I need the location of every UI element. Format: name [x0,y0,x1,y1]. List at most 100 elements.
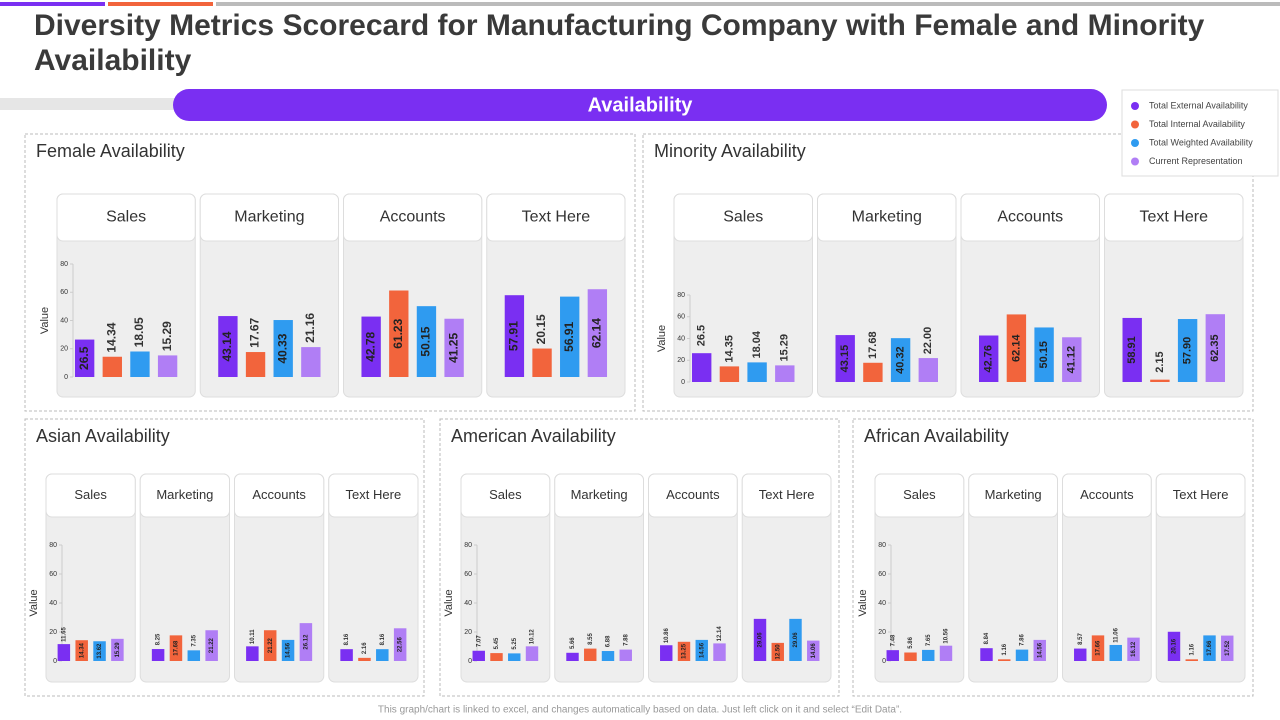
y-tick-label: 80 [878,542,886,549]
y-tick-label: 60 [677,314,685,321]
bar [361,316,381,377]
category-header [554,473,644,518]
banner [173,89,1107,121]
value-label: 20.15 [534,314,548,344]
bar [660,645,673,661]
value-label: 29.06 [793,632,799,648]
bar [922,649,935,661]
category-header [960,193,1100,242]
value-label: 26.5 [696,325,708,346]
value-label: 40.32 [895,346,907,374]
value-label: 21.22 [209,637,215,653]
bar [57,644,71,661]
bar [205,630,218,661]
value-label: 7.65 [926,634,932,646]
bar [504,295,525,377]
bar [890,338,911,382]
panel [24,133,636,412]
category-label: Sales [723,209,763,226]
y-tick-label: 40 [49,600,57,607]
category-label: Accounts [666,487,720,502]
legend-swatch [1131,102,1139,110]
category-label: Text Here [759,487,815,502]
category-label: Marketing [571,487,628,502]
category-label: Marketing [234,209,304,226]
y-tick-label: 40 [464,600,472,607]
bar [151,649,165,661]
category-label: Marketing [156,487,213,502]
value-label: 11.06 [1113,627,1119,642]
bar [692,353,712,382]
value-label: 10.11 [250,629,256,644]
value-label: 62.35 [1209,334,1221,362]
panel-title: Asian Availability [36,426,170,446]
y-tick-label: 60 [464,571,472,578]
value-label: 22.00 [922,327,934,355]
bar [393,628,407,661]
value-label: 10.56 [944,628,950,644]
bar [863,362,883,382]
value-label: 42.76 [983,345,995,373]
value-label: 42.78 [363,331,377,361]
y-tick-label: 20 [677,357,685,364]
category-label: Text Here [346,487,402,502]
category-label: Marketing [985,487,1042,502]
bar [601,651,615,661]
value-label: 5.66 [570,637,576,649]
bar [904,652,917,661]
value-label: 8.25 [156,633,162,645]
value-label: 8.55 [588,633,594,645]
category-label: Sales [903,487,936,502]
panel-title: Minority Availability [654,141,806,161]
bar [566,652,579,661]
y-tick-label: 60 [60,289,68,296]
value-label: 2.16 [362,642,368,654]
value-label: 57.91 [507,321,521,351]
bar [130,351,150,377]
bar [472,650,485,661]
bar [980,648,993,661]
value-label: 14.06 [811,643,817,659]
y-tick-label: 0 [468,658,472,665]
category-header [1155,473,1246,518]
legend-box [1121,89,1279,177]
bar [376,649,389,661]
value-label: 18.04 [751,330,763,358]
y-tick-label: 40 [677,335,685,342]
y-tick-label: 40 [60,317,68,324]
bar [835,335,855,382]
value-label: 7.88 [623,633,629,645]
value-label: 14.56 [286,642,292,658]
value-label: 5.25 [512,637,518,649]
value-label: 40.33 [275,333,289,363]
value-label: 6.88 [606,635,612,647]
bar [771,642,784,661]
bar [1205,314,1225,382]
bar [444,318,464,377]
panel [24,418,425,697]
bar [74,339,95,377]
y-axis-label: Value [857,589,869,616]
y-axis-label: Value [39,307,51,334]
panel [439,418,840,697]
bar [187,650,201,661]
bar [939,645,953,661]
value-label: 14.56 [699,642,705,658]
category-label: Text Here [1140,209,1209,226]
top-strip [216,2,1280,6]
bar [1221,635,1234,661]
value-label: 61.23 [391,318,405,348]
legend-label: Total External Availability [1149,100,1248,110]
category-header [45,473,136,518]
value-label: 17.52 [1225,640,1231,656]
value-label: 29.06 [758,632,764,648]
y-tick-label: 20 [60,346,68,353]
value-label: 41.12 [1066,346,1078,374]
category-label: Accounts [1080,487,1134,502]
panel-title: Female Availability [36,141,185,161]
value-label: 7.07 [476,635,482,647]
bar [340,649,353,661]
value-label: 41.25 [446,333,460,363]
bar [508,653,521,661]
value-label: 7.86 [1020,634,1026,646]
